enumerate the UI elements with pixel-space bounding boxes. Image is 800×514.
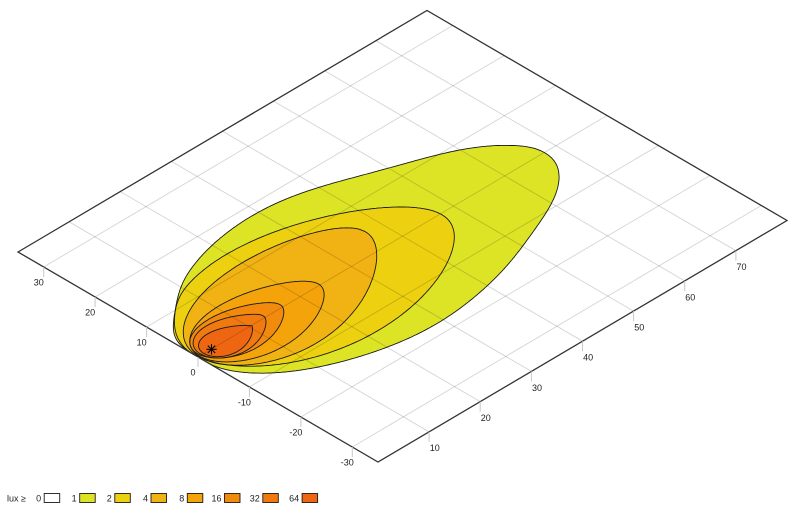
svg-text:1: 1 — [72, 494, 77, 504]
svg-text:20: 20 — [481, 413, 491, 423]
svg-text:-20: -20 — [289, 427, 302, 437]
svg-text:32: 32 — [250, 494, 260, 504]
svg-text:30: 30 — [532, 383, 542, 393]
svg-text:40: 40 — [583, 353, 593, 363]
svg-text:20: 20 — [85, 307, 95, 317]
svg-text:30: 30 — [34, 277, 44, 287]
svg-text:16: 16 — [211, 494, 221, 504]
svg-text:10: 10 — [430, 443, 440, 453]
svg-text:10: 10 — [137, 337, 147, 347]
svg-text:8: 8 — [179, 494, 184, 504]
svg-text:0: 0 — [36, 494, 41, 504]
svg-text:-10: -10 — [238, 397, 251, 407]
svg-text:64: 64 — [289, 494, 299, 504]
svg-text:60: 60 — [685, 292, 695, 302]
svg-text:-30: -30 — [341, 457, 354, 467]
svg-text:lux ≥: lux ≥ — [7, 494, 26, 504]
svg-text:70: 70 — [736, 262, 746, 272]
svg-text:0: 0 — [190, 367, 195, 377]
svg-text:4: 4 — [143, 494, 148, 504]
svg-text:2: 2 — [107, 494, 112, 504]
svg-text:50: 50 — [634, 323, 644, 333]
